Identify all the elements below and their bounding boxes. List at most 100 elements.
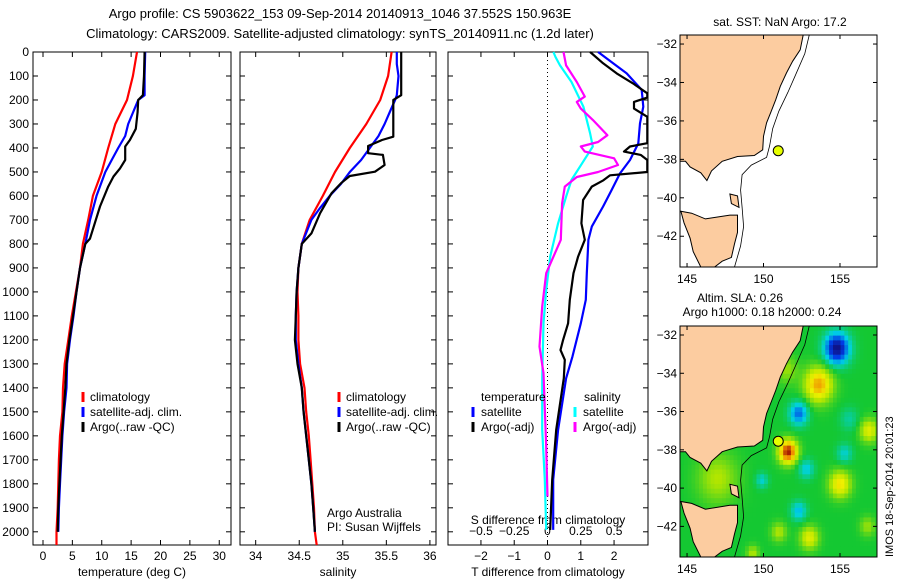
sla-cell — [840, 345, 845, 351]
sla-cell — [802, 445, 807, 451]
y-tick-label: 0 — [22, 45, 29, 59]
sla-cell — [840, 479, 845, 485]
sla-cell — [764, 498, 769, 504]
sla-cell — [710, 469, 715, 475]
sla-cell — [794, 373, 800, 380]
sla-cell — [813, 450, 819, 456]
sla-cell — [852, 393, 857, 399]
sla-cell — [817, 527, 823, 533]
sla-cell — [783, 555, 788, 557]
sla-cell — [764, 474, 769, 480]
sla-cell — [790, 507, 796, 514]
sla-cell — [855, 436, 861, 442]
sla-cell — [863, 531, 868, 538]
sla-cell — [798, 517, 803, 523]
sla-cell — [867, 440, 872, 447]
sla-cell — [852, 464, 857, 471]
sla-cell — [813, 326, 819, 332]
sla-cell — [848, 354, 853, 361]
sla-cell — [840, 445, 845, 451]
sla-cell — [794, 541, 800, 547]
sla-cell — [817, 503, 823, 509]
sla-cell — [787, 488, 792, 495]
sla-cell — [687, 488, 692, 495]
sla-cell — [844, 483, 849, 490]
salinity-panel: 34 34.5 35 35.5 36salinityclimatologysatelli… — [239, 51, 438, 579]
sla-cell — [787, 421, 792, 428]
sla-cell — [737, 455, 742, 461]
sla-cell — [680, 460, 685, 466]
sla-cell — [813, 469, 819, 475]
map-content — [680, 35, 877, 267]
sla-cell — [871, 517, 876, 523]
sla-cell — [852, 522, 857, 528]
sla-cell — [863, 517, 868, 523]
sla-cell — [699, 474, 704, 480]
sla-cell — [722, 488, 727, 495]
sla-cell — [821, 464, 826, 471]
sla-cell — [737, 522, 742, 528]
sla-cell — [810, 364, 815, 370]
sla-cell — [821, 431, 826, 437]
sla-cell — [825, 359, 830, 365]
sla-cell — [836, 531, 842, 538]
credit-line1: Argo Australia — [327, 506, 402, 520]
sla-cell — [722, 498, 727, 504]
sla-cell — [806, 330, 811, 337]
sla-cell — [867, 536, 872, 542]
sla-cell — [771, 517, 777, 523]
sla-cell — [875, 431, 877, 437]
sla-cell — [802, 335, 807, 341]
map1-title: sat. SST: NaN Argo: 17.2 — [713, 15, 847, 29]
sla-cell — [810, 493, 815, 499]
sla-cell — [741, 493, 746, 499]
sla-cell — [798, 412, 803, 418]
sla-cell — [748, 450, 754, 456]
sla-cell — [790, 359, 796, 365]
sla-cell — [852, 335, 857, 341]
sla-cell — [775, 407, 780, 413]
sla-cell — [821, 402, 826, 408]
sla-cell — [722, 555, 727, 557]
sla-cell — [695, 474, 700, 480]
sla-cell — [783, 479, 788, 485]
sla-cell — [695, 479, 700, 485]
sla-cell — [855, 340, 861, 346]
sla-cell — [752, 479, 758, 485]
sla-cell — [867, 373, 872, 380]
sla-cell — [787, 383, 792, 389]
sla-cell — [817, 493, 823, 499]
sla-cell — [863, 474, 868, 480]
sla-cell — [790, 349, 796, 356]
sla-cell — [737, 531, 742, 538]
sla-cell — [806, 550, 811, 557]
sla-cell — [771, 464, 777, 471]
sla-cell — [802, 488, 807, 495]
sla-cell — [825, 369, 830, 375]
sla-cell — [764, 546, 769, 552]
sla-cell — [779, 460, 784, 466]
sla-cell — [810, 541, 815, 547]
sla-cell — [821, 373, 826, 380]
sla-cell — [787, 426, 792, 432]
sla-cell — [729, 479, 735, 485]
sla-cell — [829, 330, 834, 337]
sla-cell — [871, 416, 876, 423]
sla-cell — [825, 527, 830, 533]
sla-cell — [760, 445, 765, 451]
sla-cell — [775, 507, 780, 514]
sla-cell — [752, 507, 758, 514]
sla-cell — [871, 474, 876, 480]
sla-cell — [787, 522, 792, 528]
sla-cell — [741, 555, 746, 557]
sla-cell — [855, 541, 861, 547]
sla-cell — [741, 531, 746, 538]
sla-cell — [871, 555, 876, 557]
sla-cell — [871, 546, 876, 552]
sla-cell — [848, 455, 853, 461]
sla-cell — [806, 373, 811, 380]
sla-cell — [798, 464, 803, 471]
sla-cell — [702, 493, 708, 499]
sla-cell — [821, 359, 826, 365]
sla-cell — [871, 421, 876, 428]
